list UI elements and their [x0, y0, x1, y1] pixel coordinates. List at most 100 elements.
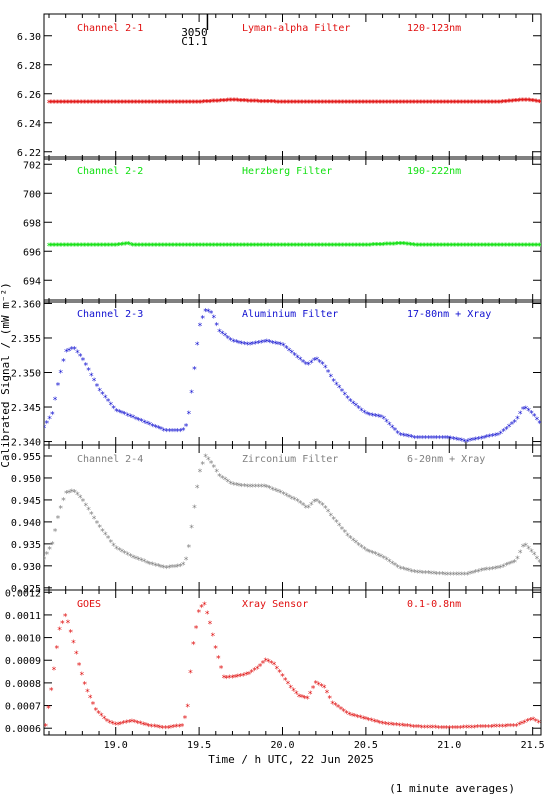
data-point: *: [253, 242, 258, 252]
data-point: *: [114, 407, 119, 417]
data-point: *: [161, 99, 166, 109]
data-point: *: [226, 97, 231, 107]
data-point: *: [524, 97, 529, 107]
data-point: *: [337, 384, 342, 394]
data-point: *: [273, 242, 278, 252]
y-tick-label: 0.0007: [5, 702, 41, 713]
data-point: *: [261, 338, 266, 348]
data-point: *: [242, 483, 247, 493]
data-point: *: [280, 242, 285, 252]
data-point: *: [233, 97, 238, 107]
footnote: (1 minute averages): [389, 782, 515, 795]
data-point: *: [154, 242, 159, 252]
data-point: *: [511, 98, 516, 108]
data-point: *: [434, 435, 439, 445]
data-point: *: [313, 99, 318, 109]
data-point: *: [270, 99, 275, 109]
data-point: *: [79, 671, 84, 681]
data-point: *: [456, 242, 461, 252]
data-point: *: [140, 242, 145, 252]
data-point: *: [138, 242, 143, 252]
data-point: *: [164, 564, 169, 574]
data-point: *: [74, 650, 79, 660]
data-point: *: [335, 704, 340, 714]
data-point: *: [71, 639, 76, 649]
data-point: *: [265, 242, 270, 252]
data-point: *: [277, 669, 282, 679]
data-point: *: [103, 394, 108, 404]
data-point: *: [185, 703, 190, 713]
data-point: *: [326, 242, 331, 252]
data-point: *: [395, 430, 400, 440]
data-point: *: [440, 242, 445, 252]
data-point: *: [94, 382, 99, 392]
data-point: *: [409, 568, 414, 578]
data-point: *: [347, 242, 352, 252]
data-point: *: [421, 99, 426, 109]
data-point: *: [474, 99, 479, 109]
data-point: *: [473, 436, 478, 446]
data-point: *: [197, 322, 202, 332]
data-point: *: [384, 241, 389, 251]
data-point: *: [66, 242, 71, 252]
data-point: *: [452, 99, 457, 109]
data-point: *: [51, 99, 56, 109]
data-point: *: [131, 242, 136, 252]
data-point: *: [286, 347, 291, 357]
data-point: *: [149, 723, 154, 733]
data-point: *: [177, 99, 182, 109]
data-point: *: [289, 99, 294, 109]
data-point: *: [63, 242, 68, 252]
data-point: *: [214, 468, 219, 478]
data-point: *: [528, 717, 533, 727]
data-point: *: [325, 369, 330, 379]
data-point: *: [70, 242, 75, 252]
data-point: *: [226, 242, 231, 252]
data-point: *: [376, 413, 381, 423]
data-point: *: [453, 242, 458, 252]
data-point: *: [292, 496, 297, 506]
data-point: *: [469, 724, 474, 734]
data-point: *: [47, 415, 52, 425]
data-point: *: [392, 99, 397, 109]
data-point: *: [372, 718, 377, 728]
data-point: *: [484, 99, 489, 109]
data-point: *: [189, 99, 194, 109]
data-point: *: [171, 724, 176, 734]
data-point: *: [134, 99, 139, 109]
data-point: *: [348, 398, 353, 408]
data-point: *: [450, 99, 455, 109]
data-point: *: [163, 99, 168, 109]
data-point: *: [375, 241, 380, 251]
data-point: *: [151, 242, 156, 252]
data-point: *: [267, 485, 272, 495]
data-point: *: [182, 242, 187, 252]
data-point: *: [228, 336, 233, 346]
data-point: *: [75, 242, 80, 252]
data-point: *: [319, 682, 324, 692]
data-point: *: [270, 339, 275, 349]
data-point: *: [498, 430, 503, 440]
data-point: *: [518, 410, 523, 420]
data-point: *: [422, 242, 427, 252]
data-point: *: [402, 722, 407, 732]
data-point: *: [311, 242, 316, 252]
data-point: *: [148, 99, 153, 109]
data-point: *: [189, 389, 194, 399]
data-point: *: [222, 476, 227, 486]
data-point: *: [467, 99, 472, 109]
data-point: *: [124, 719, 129, 729]
data-point: *: [117, 99, 122, 109]
data-point: *: [463, 242, 468, 252]
data-point: *: [83, 502, 88, 512]
data-point: *: [451, 571, 456, 581]
data-point: *: [109, 99, 114, 109]
data-point: *: [447, 242, 452, 252]
data-point: *: [436, 242, 441, 252]
data-point: *: [484, 566, 489, 576]
data-point: *: [345, 532, 350, 542]
data-point: *: [311, 99, 316, 109]
data-point: *: [154, 724, 159, 734]
data-point: *: [204, 610, 209, 620]
data-point: *: [440, 571, 445, 581]
